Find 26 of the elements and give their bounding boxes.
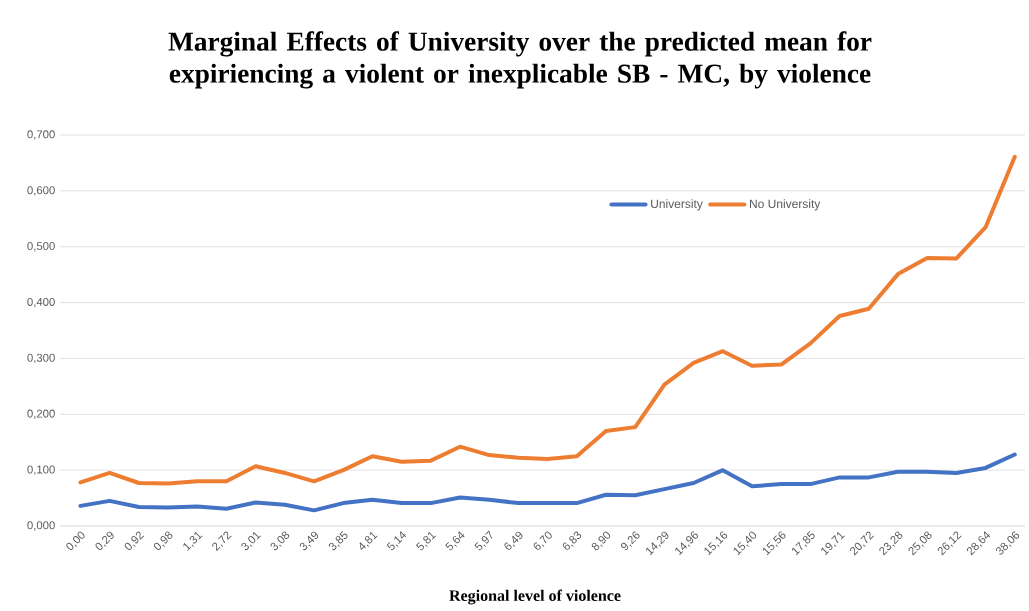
- y-tick-label: 0,600: [27, 186, 55, 196]
- x-tick-label: 0,92: [124, 531, 145, 550]
- y-tick-label: 0,100: [27, 465, 55, 475]
- legend-label: University: [651, 199, 703, 211]
- y-tick-label: 0,400: [27, 297, 55, 308]
- chart-title: Marginal Effects of University over the predicted mean for expiriencing a violent or inexplicable SB - MC, by violence: [168, 31, 872, 89]
- y-tick-label: 0,700: [27, 130, 55, 140]
- x-tick-label: 6,70: [533, 531, 552, 550]
- x-tick-label: 9,26: [620, 531, 640, 551]
- y-tick-label: 0,500: [27, 242, 55, 252]
- x-tick-label: 0,29: [95, 531, 114, 550]
- x-tick-label: 4,81: [359, 531, 378, 550]
- x-tick-label: 5,81: [415, 531, 437, 551]
- x-tick-label: 0,00: [66, 531, 85, 550]
- y-tick-label: 0,200: [27, 409, 55, 419]
- legend-label: No University: [749, 199, 821, 211]
- x-tick-label: 6,49: [504, 531, 523, 550]
- y-tick-label: 0,300: [27, 353, 55, 364]
- x-tick-label: 1,31: [183, 531, 203, 551]
- x-tick-label: 6,83: [562, 531, 582, 550]
- y-tick-label: 0,000: [27, 521, 55, 531]
- x-axis-title: Regional level of violence: [449, 589, 621, 605]
- x-tick-label: 3,01: [241, 531, 261, 551]
- x-tick-label: 0,98: [153, 531, 173, 550]
- line-series: [78, 154, 1017, 486]
- x-tick-label: 5,14: [386, 531, 407, 551]
